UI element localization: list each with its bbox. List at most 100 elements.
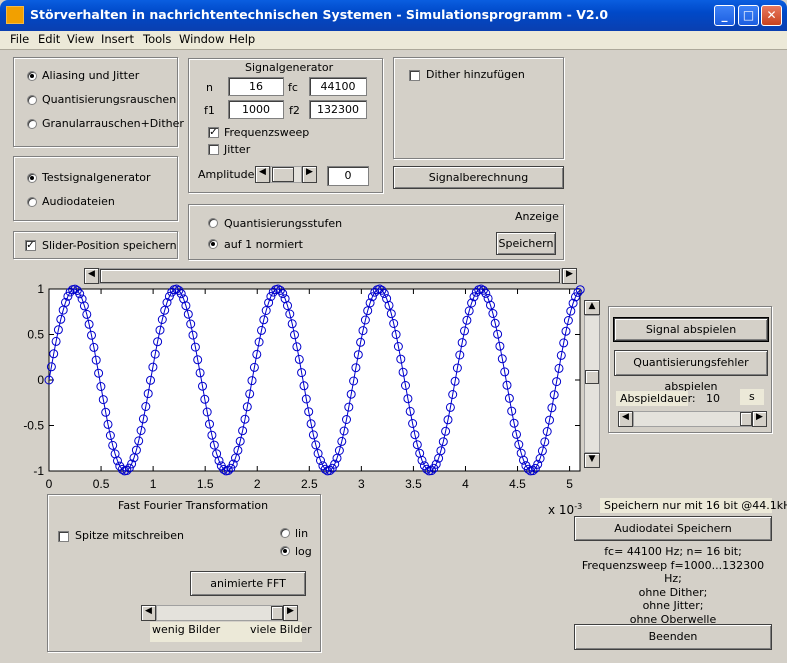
dither-checkbox[interactable] (409, 70, 420, 81)
sample-marker (84, 319, 94, 329)
f2-input[interactable]: 132300 (309, 100, 367, 119)
amplitude-right-arrow[interactable]: ▶ (302, 166, 317, 183)
fft-speed-left-arrow[interactable]: ◀ (141, 605, 156, 621)
sample-marker (51, 336, 61, 346)
sample-marker (150, 349, 160, 359)
sample-marker (467, 298, 477, 308)
sample-marker (87, 330, 96, 340)
radio-quantisierung-label: Quantisierungsrauschen (42, 93, 177, 106)
sample-marker (131, 445, 141, 455)
radio-aliasing[interactable] (27, 71, 37, 81)
radio-quantisierungsstufen[interactable] (208, 218, 218, 228)
sample-marker (49, 349, 59, 359)
plot-vscroll-thumb[interactable] (585, 370, 599, 384)
plot-scroll-up[interactable]: ▲ (584, 300, 600, 315)
sample-marker (252, 349, 262, 359)
signalberechnung-button[interactable]: Signalberechnung (393, 166, 564, 189)
sample-marker (549, 390, 559, 400)
sample-marker (108, 440, 118, 450)
sample-marker (94, 368, 104, 378)
menu-insert[interactable]: Insert (101, 32, 134, 46)
radio-quantisierung[interactable] (27, 95, 37, 105)
anzeige-save-button[interactable]: Speichern (496, 232, 556, 255)
save-audio-button[interactable]: Audiodatei Speichern (574, 516, 772, 541)
menu-tools[interactable]: Tools (143, 32, 172, 46)
animate-fft-button[interactable]: animierte FFT (190, 571, 306, 596)
plot-axes (48, 288, 581, 472)
sample-marker (283, 301, 292, 311)
sample-marker (455, 350, 465, 360)
sample-marker (103, 419, 113, 429)
x-tick-label: 1.5 (197, 477, 214, 491)
sample-marker (358, 326, 368, 336)
radio-lin[interactable] (280, 528, 290, 538)
radio-granular[interactable] (27, 119, 37, 129)
sample-marker (556, 350, 566, 360)
play-error-button[interactable]: Quantisierungsfehler abspielen (614, 350, 768, 393)
sample-marker (353, 350, 363, 360)
amplitude-left-arrow[interactable]: ◀ (255, 166, 270, 183)
sample-marker (264, 298, 274, 308)
radio-normiert[interactable] (208, 239, 218, 249)
plot-scroll-down[interactable]: ▼ (584, 453, 600, 468)
sample-marker (382, 294, 392, 304)
plot-scroll-left[interactable]: ◀ (84, 268, 99, 284)
minimize-button[interactable]: _ (714, 5, 735, 26)
menu-file[interactable]: File (10, 32, 30, 46)
sample-marker (528, 466, 538, 476)
frequenzsweep-checkbox[interactable]: ✓ (208, 127, 219, 138)
radio-log[interactable] (280, 546, 290, 556)
peak-checkbox[interactable] (58, 531, 69, 542)
duration-slider-thumb[interactable] (740, 412, 752, 426)
n-input[interactable]: 16 (228, 77, 284, 96)
sample-marker (351, 363, 361, 373)
sample-marker (53, 325, 63, 335)
maximize-button[interactable]: □ (738, 5, 759, 26)
slider-position-checkbox[interactable]: ✓ (25, 240, 36, 251)
sample-marker (460, 326, 469, 336)
sample-marker (124, 463, 134, 473)
sample-marker (403, 394, 413, 404)
sample-marker (571, 292, 580, 302)
menu-help[interactable]: Help (229, 32, 256, 46)
play-signal-button[interactable]: Signal abspielen (613, 317, 769, 342)
sample-marker (308, 430, 318, 440)
sample-marker (209, 440, 219, 450)
sample-marker (497, 354, 507, 364)
fft-speed-slider-thumb[interactable] (271, 606, 283, 620)
menu-window[interactable]: Window (179, 32, 225, 46)
sample-marker (287, 319, 297, 329)
plot-vscroll-track[interactable] (584, 315, 600, 453)
radio-aliasing-label: Aliasing und Jitter (42, 69, 140, 82)
amplitude-input[interactable]: 0 (327, 166, 369, 186)
plot-hscroll-thumb[interactable] (100, 269, 560, 283)
duration-left-arrow[interactable]: ◀ (618, 411, 633, 427)
duration-slider-track[interactable] (633, 411, 752, 427)
duration-right-arrow[interactable]: ▶ (752, 411, 767, 427)
sample-marker (242, 402, 252, 412)
menu-view[interactable]: View (67, 32, 95, 46)
sample-marker (275, 285, 285, 295)
radio-audiodateien[interactable] (27, 197, 37, 207)
plot-scroll-right[interactable]: ▶ (562, 268, 577, 284)
jitter-checkbox[interactable] (208, 144, 219, 155)
fc-input[interactable]: 44100 (309, 77, 367, 96)
sample-marker (223, 466, 233, 475)
menu-bar (0, 31, 787, 49)
amplitude-slider-thumb[interactable] (272, 167, 294, 182)
fft-speed-slider-track[interactable] (156, 605, 283, 621)
sample-marker (509, 418, 519, 428)
jitter-label: Jitter (224, 143, 251, 156)
f1-input[interactable]: 1000 (228, 100, 284, 119)
sample-marker (422, 464, 432, 474)
sample-marker (207, 430, 217, 440)
close-button[interactable]: ✕ (761, 5, 782, 26)
fft-speed-right-arrow[interactable]: ▶ (283, 605, 298, 621)
menu-edit[interactable]: Edit (38, 32, 61, 46)
save-note: Speichern nur mit 16 bit @44.1kHz (604, 499, 787, 512)
sample-marker (70, 284, 80, 294)
sample-marker (334, 446, 344, 455)
exit-button[interactable]: Beenden (574, 624, 772, 650)
sample-marker (56, 314, 66, 324)
radio-testsignal[interactable] (27, 173, 37, 183)
